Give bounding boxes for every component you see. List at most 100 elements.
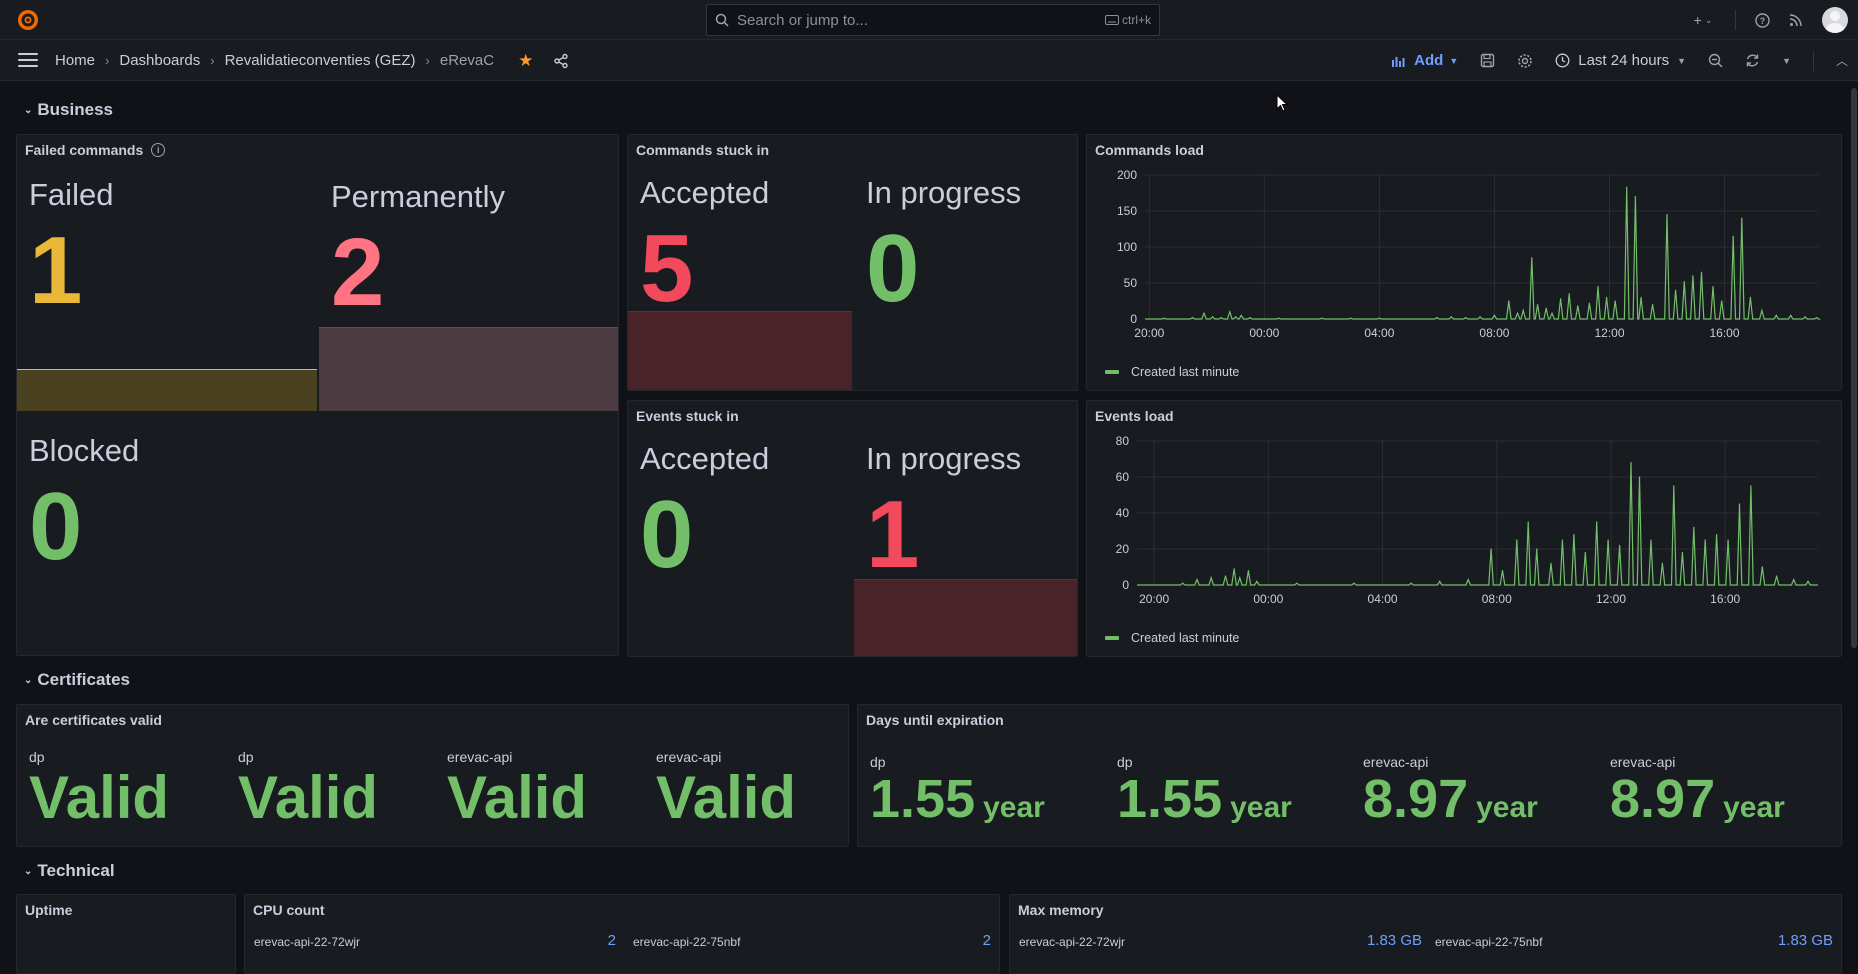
events-load-panel[interactable]: Events load 0 20 40 60 80 20:00 00:00 04:00 08:0… (1086, 400, 1842, 657)
data-point (1561, 539, 1563, 541)
info-icon[interactable]: i (151, 143, 166, 157)
row-certificates[interactable]: ⌄ Certificates (24, 670, 130, 690)
y-tick-label: 200 (1117, 168, 1137, 182)
divider (1735, 10, 1736, 30)
max-memory-panel[interactable]: Max memory erevac-api-22-72wjr 1.83 GB e… (1009, 894, 1842, 974)
breadcrumb-dashboards[interactable]: Dashboards (119, 52, 201, 69)
data-point (1479, 316, 1481, 318)
data-point (1681, 552, 1683, 554)
uptime-panel[interactable]: Uptime (16, 894, 236, 974)
chevron-right-icon: › (425, 53, 430, 68)
breadcrumb-current: eRevaC (439, 52, 495, 69)
chart-legend[interactable]: Created last minute (1105, 365, 1239, 379)
events-stuck-panel[interactable]: Events stuck in Accepted 0 In progress 1 (627, 400, 1078, 657)
data-point (1716, 534, 1718, 536)
save-icon[interactable] (1480, 53, 1495, 68)
chart-legend[interactable]: Created last minute (1105, 631, 1239, 645)
stat-permanently: Permanently 2 (319, 161, 618, 411)
cert-label: dp (29, 749, 45, 765)
data-point (1619, 544, 1621, 546)
time-range-picker[interactable]: Last 24 hours ▼ (1555, 52, 1686, 69)
zoom-out-icon[interactable] (1708, 53, 1723, 68)
stat-label: Accepted (640, 441, 770, 476)
avatar[interactable] (1822, 7, 1848, 33)
data-point (1626, 186, 1628, 188)
data-point (1804, 316, 1806, 318)
data-point (1732, 235, 1734, 237)
stat-events-in-progress: In progress 1 (854, 427, 1077, 656)
data-point (1410, 582, 1412, 584)
data-point (1212, 316, 1214, 318)
data-point (1233, 568, 1235, 570)
data-point (1545, 307, 1547, 309)
breadcrumb-home[interactable]: Home (55, 52, 96, 69)
chevron-down-icon: ▼ (1677, 55, 1687, 66)
data-point (1638, 476, 1641, 478)
x-tick-label: 20:00 (1134, 326, 1164, 340)
data-point (1516, 539, 1518, 541)
max-memory-label: erevac-api-22-75nbf (1435, 935, 1543, 949)
stat-commands-in-progress: In progress 0 (854, 161, 1077, 390)
x-tick-label: 04:00 (1364, 326, 1394, 340)
cert-value: Valid (29, 764, 170, 831)
settings-gear-icon[interactable] (1517, 53, 1533, 69)
data-point (1163, 317, 1165, 319)
panel-title-text: Days until expiration (866, 712, 1004, 728)
failed-commands-panel[interactable]: Failed commands i Failed 1 Permanently 2… (16, 134, 619, 656)
x-tick-label: 08:00 (1482, 592, 1512, 606)
grafana-logo-icon[interactable] (16, 8, 40, 32)
commands-load-panel[interactable]: Commands load 0 50 100 150 200 20:00 00:00 04:0… (1086, 134, 1842, 391)
data-point (1278, 317, 1280, 319)
star-icon[interactable]: ★ (518, 50, 534, 70)
max-memory-label: erevac-api-22-72wjr (1019, 935, 1126, 949)
refresh-interval-chevron-icon[interactable]: ▼ (1782, 55, 1791, 66)
certificates-valid-panel[interactable]: Are certificates valid dp Valid dp Valid… (16, 704, 849, 847)
data-point (1761, 309, 1763, 311)
stat-sparkline-fill (628, 311, 852, 390)
expiration-unit: year (983, 791, 1045, 824)
panel-title: Uptime (25, 902, 72, 918)
plus-icon[interactable]: + ⌄ (1693, 12, 1713, 28)
stat-value: 1 (866, 481, 920, 588)
keyboard-icon (1104, 15, 1119, 25)
days-until-expiration-panel[interactable]: Days until expiration dp 1.55 year dp 1.5… (857, 704, 1842, 847)
stat-sparkline-fill (17, 369, 317, 411)
refresh-icon[interactable] (1745, 53, 1760, 68)
expiration-value: 1.55 (870, 769, 976, 829)
commands-stuck-panel[interactable]: Commands stuck in Accepted 5 In progress… (627, 134, 1078, 391)
data-point (1522, 309, 1524, 311)
x-tick-label: 08:00 (1479, 326, 1509, 340)
chevron-down-icon: ⌄ (24, 865, 33, 877)
breadcrumb: Home › Dashboards › Revalidatieconventie… (55, 40, 569, 81)
panel-title-text: Max memory (1018, 902, 1104, 918)
row-business[interactable]: ⌄ Business (24, 100, 113, 120)
keyboard-shortcut: ctrl+k (1104, 13, 1151, 27)
cpu-count-panel[interactable]: CPU count erevac-api-22-72wjr 2 erevac-a… (244, 894, 1000, 974)
data-point (1700, 271, 1703, 273)
data-point (1247, 570, 1249, 572)
panel-title: Commands load (1095, 142, 1204, 158)
share-icon[interactable] (553, 53, 569, 69)
expiration-unit: year (1476, 791, 1538, 824)
data-point (1182, 582, 1184, 584)
data-point (1465, 317, 1467, 319)
collapse-chevron-up-icon[interactable]: ︿ (1835, 54, 1848, 68)
data-point (1501, 570, 1504, 572)
breadcrumb-folder[interactable]: Revalidatieconventies (GEZ) (224, 52, 416, 69)
menu-icon[interactable] (18, 53, 38, 67)
panel-title-text: Are certificates valid (25, 712, 162, 728)
x-tick-label: 20:00 (1139, 592, 1169, 606)
help-icon[interactable]: ? (1754, 12, 1770, 28)
row-technical[interactable]: ⌄ Technical (24, 861, 115, 881)
data-point (1721, 300, 1723, 302)
search-input[interactable]: Search or jump to... ctrl+k (706, 4, 1160, 36)
scrollbar[interactable] (1851, 88, 1857, 648)
news-icon[interactable] (1788, 12, 1804, 28)
add-button[interactable]: Add ▼ (1392, 52, 1458, 69)
data-point (1196, 579, 1198, 581)
data-point (1807, 580, 1809, 582)
data-point (1712, 286, 1714, 288)
data-point (1537, 304, 1539, 306)
data-point (1531, 257, 1533, 259)
cpu-count-item: erevac-api-22-72wjr 2 (254, 932, 624, 949)
